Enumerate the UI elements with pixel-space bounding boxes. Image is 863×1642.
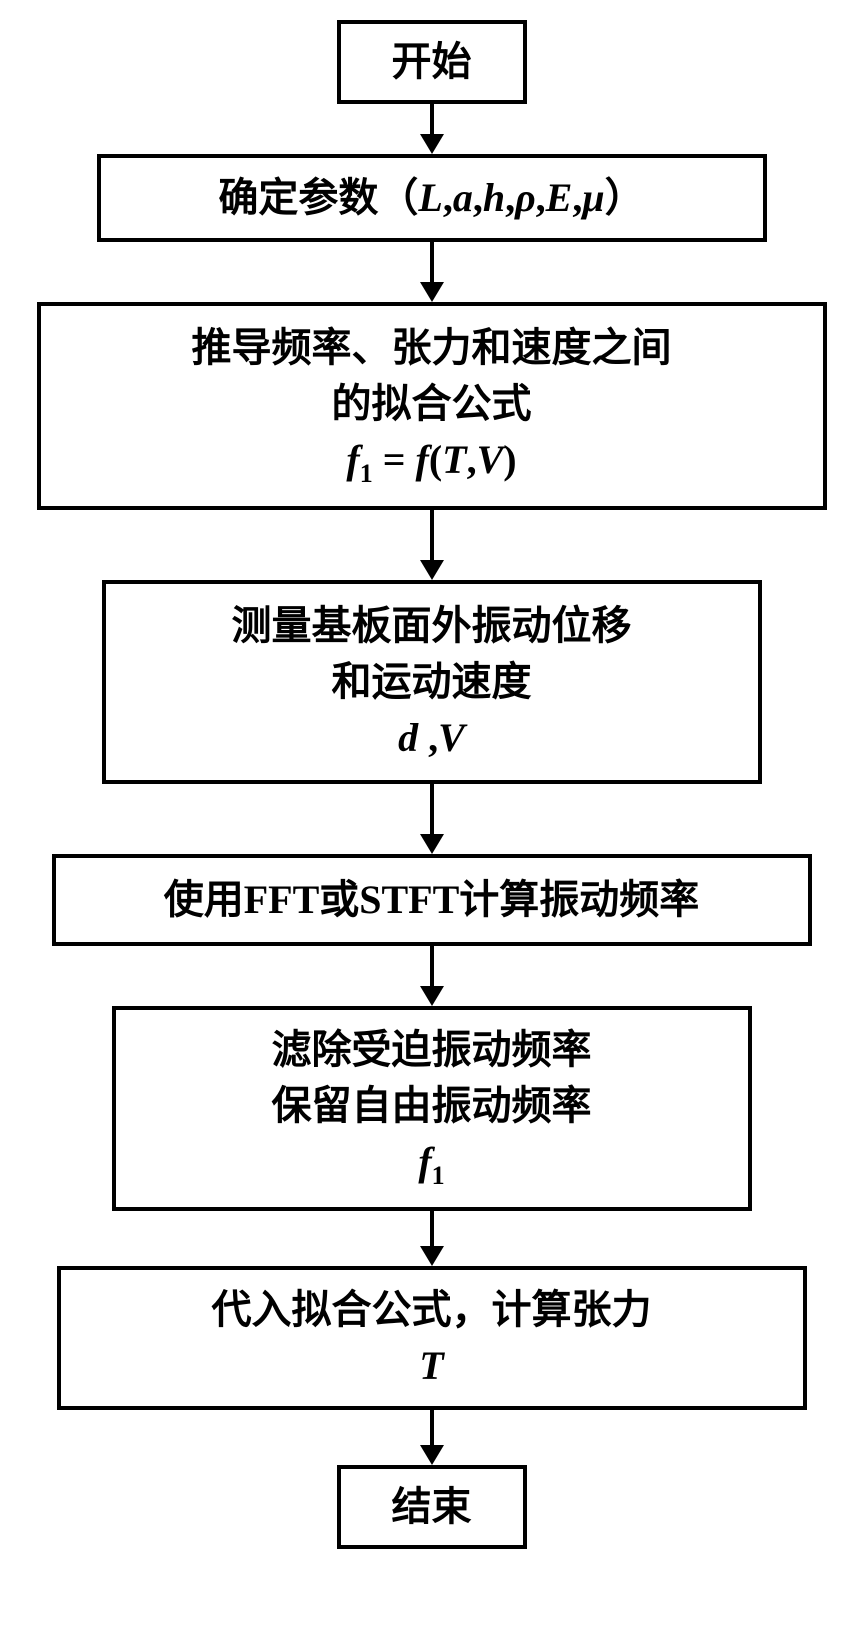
calc-T: T — [419, 1343, 443, 1388]
arrow-line — [430, 1410, 434, 1445]
measure-vars: d ,V — [398, 710, 465, 766]
arrow-5 — [420, 946, 444, 1006]
eq-rhs-arg0: T — [442, 437, 466, 482]
arrow-line — [430, 242, 434, 282]
arrow-1 — [420, 104, 444, 154]
node-fft: 使用FFT或STFT计算振动频率 — [52, 854, 812, 946]
params-var-5: μ — [582, 175, 604, 220]
filter-f: f — [418, 1139, 431, 1184]
params-suffix: ） — [605, 175, 645, 220]
formula-line1: 推导频率、张力和速度之间 — [192, 320, 672, 376]
node-params: 确定参数（L,a,h,ρ,E,μ） — [97, 154, 767, 242]
node-filter: 滤除受迫振动频率 保留自由振动频率 f1 — [112, 1006, 752, 1210]
arrow-head-icon — [420, 560, 444, 580]
arrow-line — [430, 784, 434, 834]
arrow-head-icon — [420, 282, 444, 302]
arrow-line — [430, 104, 434, 134]
measure-line1: 测量基板面外振动位移 — [232, 598, 632, 654]
arrow-head-icon — [420, 834, 444, 854]
filter-f-sub: 1 — [432, 1161, 445, 1190]
params-var-1: a — [453, 175, 473, 220]
arrow-head-icon — [420, 986, 444, 1006]
params-var-3: ρ — [515, 175, 536, 220]
node-end: 结束 — [337, 1465, 527, 1549]
filter-line2: 保留自由振动频率 — [272, 1078, 592, 1134]
arrow-7 — [420, 1410, 444, 1465]
calc-line1: 代入拟合公式，计算张力 — [212, 1282, 652, 1338]
arrow-line — [430, 1211, 434, 1246]
filter-var: f1 — [418, 1134, 444, 1194]
start-label: 开始 — [392, 34, 472, 90]
params-var-4: E — [546, 175, 573, 220]
arrow-head-icon — [420, 1445, 444, 1465]
eq-rhs-arg1: V — [477, 437, 504, 482]
measure-line2: 和运动速度 — [332, 654, 532, 710]
params-prefix: 确定参数（ — [218, 175, 418, 220]
arrow-2 — [420, 242, 444, 302]
flowchart-container: 开始 确定参数（L,a,h,ρ,E,μ） 推导频率、张力和速度之间 的拟合公式 … — [0, 20, 863, 1549]
eq-lhs-sub: 1 — [360, 459, 373, 488]
filter-line1: 滤除受迫振动频率 — [272, 1022, 592, 1078]
eq-rhs-func: f — [416, 437, 429, 482]
arrow-6 — [420, 1211, 444, 1266]
node-measure: 测量基板面外振动位移 和运动速度 d ,V — [102, 580, 762, 784]
measure-var-0: d — [398, 715, 418, 760]
arrow-head-icon — [420, 134, 444, 154]
arrow-3 — [420, 510, 444, 580]
params-text: 确定参数（L,a,h,ρ,E,μ） — [218, 170, 644, 226]
arrow-head-icon — [420, 1246, 444, 1266]
arrow-line — [430, 510, 434, 560]
measure-var-1: V — [438, 715, 465, 760]
arrow-line — [430, 946, 434, 986]
formula-line2: 的拟合公式 — [332, 376, 532, 432]
params-var-0: L — [418, 175, 442, 220]
fft-label: 使用FFT或STFT计算振动频率 — [164, 872, 700, 928]
node-formula: 推导频率、张力和速度之间 的拟合公式 f1 = f(T,V) — [37, 302, 827, 510]
arrow-4 — [420, 784, 444, 854]
node-start: 开始 — [337, 20, 527, 104]
end-label: 结束 — [392, 1479, 472, 1535]
formula-equation: f1 = f(T,V) — [346, 432, 516, 492]
eq-lhs: f — [346, 437, 359, 482]
calc-var: T — [419, 1338, 443, 1394]
params-var-2: h — [483, 175, 505, 220]
node-calc: 代入拟合公式，计算张力 T — [57, 1266, 807, 1410]
